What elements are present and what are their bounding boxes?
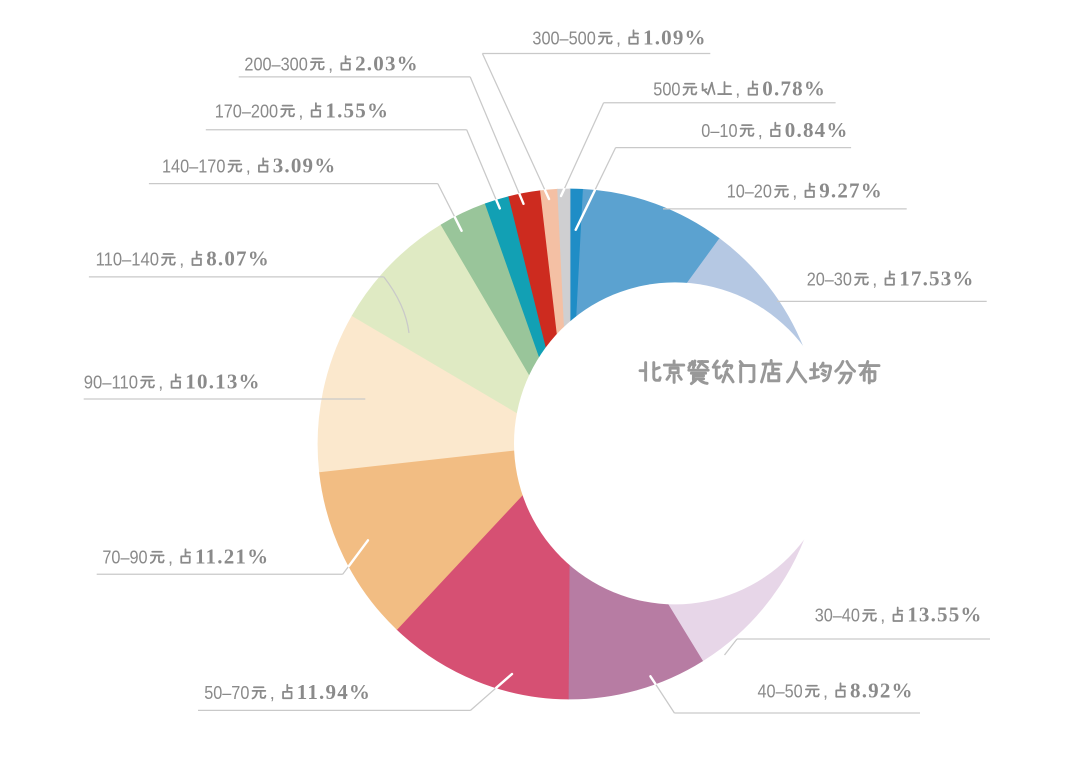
svg-text:,: , — [735, 80, 740, 100]
svg-text:9.27%: 9.27% — [819, 179, 883, 203]
svg-text:20–30: 20–30 — [807, 270, 852, 290]
svg-text:40–50: 40–50 — [758, 682, 803, 702]
svg-text:,: , — [158, 373, 163, 393]
svg-text:17.53%: 17.53% — [899, 267, 974, 291]
svg-text:8.07%: 8.07% — [206, 247, 270, 271]
svg-text:,: , — [823, 682, 828, 702]
svg-text:,: , — [880, 606, 885, 626]
svg-text:0–10: 0–10 — [701, 121, 737, 141]
svg-text:,: , — [872, 270, 877, 290]
svg-text:,: , — [328, 54, 333, 74]
svg-text:13.55%: 13.55% — [907, 603, 982, 627]
svg-text:,: , — [298, 101, 303, 121]
svg-text:50–70: 50–70 — [204, 683, 249, 703]
svg-text:,: , — [616, 29, 621, 49]
svg-text:11.94%: 11.94% — [297, 680, 371, 704]
svg-text:0.84%: 0.84% — [785, 118, 849, 142]
svg-text:90–110: 90–110 — [84, 373, 138, 393]
svg-text:110–140: 110–140 — [96, 250, 159, 270]
svg-text:170–200: 170–200 — [215, 101, 278, 121]
svg-text:,: , — [792, 182, 797, 202]
svg-text:,: , — [168, 548, 173, 568]
svg-text:,: , — [758, 121, 763, 141]
svg-text:2.03%: 2.03% — [355, 51, 419, 75]
svg-text:1.09%: 1.09% — [643, 26, 707, 50]
svg-text:3.09%: 3.09% — [273, 154, 337, 178]
svg-text:,: , — [179, 250, 184, 270]
svg-text:30–40: 30–40 — [815, 606, 860, 626]
svg-text:11.21%: 11.21% — [195, 545, 269, 569]
svg-text:1.55%: 1.55% — [325, 98, 389, 122]
svg-text:300–500: 300–500 — [532, 29, 595, 49]
svg-text:140–170: 140–170 — [162, 157, 225, 177]
svg-text:70–90: 70–90 — [102, 548, 147, 568]
svg-text:10–20: 10–20 — [727, 182, 772, 202]
svg-text:,: , — [270, 683, 275, 703]
svg-text:,: , — [246, 157, 251, 177]
svg-text:8.92%: 8.92% — [850, 679, 914, 703]
svg-text:10.13%: 10.13% — [185, 370, 260, 394]
svg-text:200–300: 200–300 — [244, 54, 307, 74]
svg-text:0.78%: 0.78% — [762, 77, 826, 101]
svg-text:500: 500 — [653, 80, 680, 100]
